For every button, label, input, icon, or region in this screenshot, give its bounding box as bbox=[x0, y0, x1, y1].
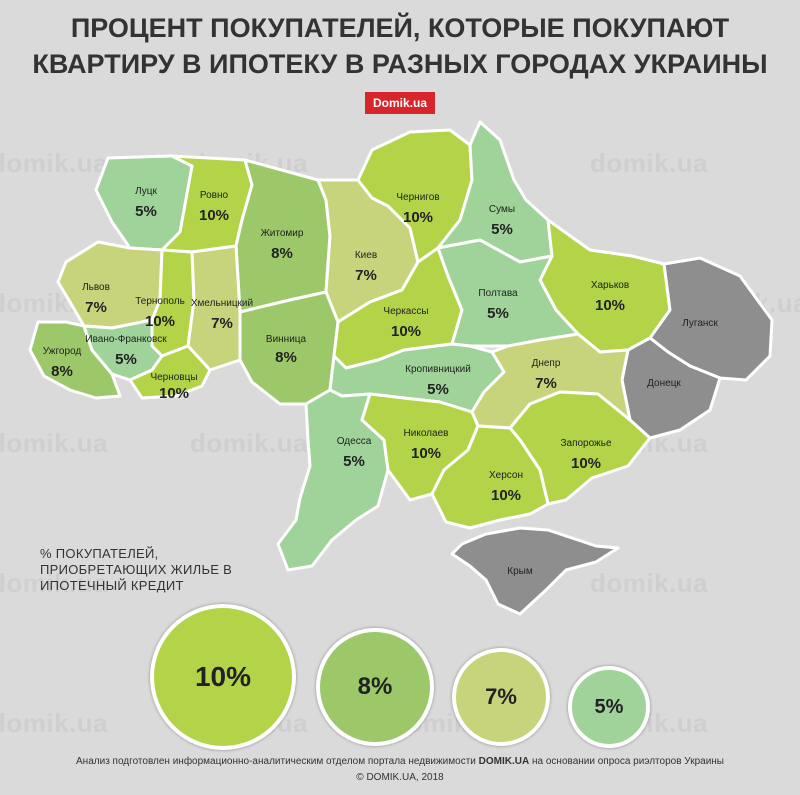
value-lvov: 7% bbox=[85, 299, 107, 316]
footer-pre: Анализ подготовлен информационно-аналити… bbox=[76, 756, 479, 767]
value-ternopol: 10% bbox=[145, 313, 175, 330]
value-odessa: 5% bbox=[343, 453, 365, 470]
region-kherson[interactable] bbox=[430, 424, 550, 530]
value-uzhgorod: 8% bbox=[51, 363, 73, 380]
value-sumy: 5% bbox=[491, 221, 513, 238]
footer-post: на основании опроса риэлторов Украины bbox=[529, 756, 724, 767]
label-vinnitsa: Винница bbox=[266, 334, 307, 345]
ukraine-map: Луцк 5% Ровно 10% Житомир 8% Киев 7% Чер… bbox=[28, 120, 774, 616]
value-kropivnitsky: 5% bbox=[427, 381, 449, 398]
region-uzhgorod[interactable] bbox=[28, 320, 122, 400]
value-chernovtsy: 10% bbox=[159, 385, 189, 402]
footer-brand: DOMIK.UA bbox=[478, 756, 530, 767]
label-zaporozhye: Запорожье bbox=[560, 438, 611, 449]
value-kharkov: 10% bbox=[595, 297, 625, 314]
legend-title: % ПОКУПАТЕЛЕЙ, ПРИОБРЕТАЮЩИХ ЖИЛЬЕ В ИПО… bbox=[40, 546, 233, 593]
value-vinnitsa: 8% bbox=[275, 349, 297, 366]
label-rovno: Ровно bbox=[200, 190, 229, 201]
label-chernovtsy: Черновцы bbox=[150, 372, 197, 383]
value-chernigov: 10% bbox=[403, 209, 433, 226]
legend-bubble-10: 10% bbox=[150, 604, 296, 750]
value-kiev: 7% bbox=[355, 267, 377, 284]
region-odessa[interactable] bbox=[276, 388, 390, 572]
legend-label: 5% bbox=[594, 695, 624, 718]
label-kropivnitsky: Кропивницкий bbox=[405, 364, 471, 375]
region-lugansk[interactable] bbox=[648, 256, 774, 382]
label-dnepr: Днепр bbox=[532, 358, 561, 369]
footer-copyright: © DOMIK.UA, 2018 bbox=[356, 772, 444, 783]
value-cherkassy: 10% bbox=[391, 323, 421, 340]
label-donetsk: Донецк bbox=[647, 378, 681, 389]
title-line-1: ПРОЦЕНТ ПОКУПАТЕЛЕЙ, КОТОРЫЕ ПОКУПАЮТ bbox=[70, 13, 730, 43]
label-krym: Крым bbox=[507, 566, 533, 577]
value-ivano: 5% bbox=[115, 351, 137, 368]
page-title: ПРОЦЕНТ ПОКУПАТЕЛЕЙ, КОТОРЫЕ ПОКУПАЮТ КВ… bbox=[0, 10, 800, 82]
label-lvov: Львов bbox=[82, 282, 110, 293]
region-krym[interactable] bbox=[450, 526, 620, 616]
label-zhitomir: Житомир bbox=[261, 228, 304, 239]
value-zaporozhye: 10% bbox=[571, 455, 601, 472]
value-poltava: 5% bbox=[487, 305, 509, 322]
brand-badge: Domik.ua bbox=[365, 92, 435, 114]
region-chernovtsy[interactable] bbox=[128, 344, 212, 400]
label-lutsk: Луцк bbox=[135, 186, 157, 197]
value-khmelnitsky: 7% bbox=[211, 315, 233, 332]
label-kherson: Херсон bbox=[489, 470, 523, 481]
value-kherson: 10% bbox=[491, 487, 521, 504]
legend-label: 10% bbox=[194, 661, 252, 692]
label-uzhgorod: Ужгород bbox=[43, 346, 82, 357]
label-cherkassy: Черкассы bbox=[383, 306, 428, 317]
label-odessa: Одесса bbox=[337, 436, 372, 447]
value-zhitomir: 8% bbox=[271, 245, 293, 262]
legend-bubble-7: 7% bbox=[452, 648, 550, 746]
label-poltava: Полтава bbox=[478, 288, 518, 299]
label-kharkov: Харьков bbox=[591, 280, 629, 291]
legend-label: 7% bbox=[485, 684, 517, 709]
label-chernigov: Чернигов bbox=[396, 192, 439, 203]
label-ivano: Ивано-Франковск bbox=[85, 334, 167, 345]
label-sumy: Сумы bbox=[489, 204, 515, 215]
value-nikolaev: 10% bbox=[411, 445, 441, 462]
legend-label: 8% bbox=[357, 673, 393, 700]
label-khmelnitsky: Хмельницкий bbox=[191, 298, 253, 309]
label-kiev: Киев bbox=[355, 250, 377, 261]
region-khmelnitsky[interactable] bbox=[186, 244, 242, 372]
legend-bubble-8: 8% bbox=[316, 628, 434, 746]
value-rovno: 10% bbox=[199, 207, 229, 224]
footer-note: Анализ подготовлен информационно-аналити… bbox=[0, 756, 800, 767]
value-dnepr: 7% bbox=[535, 375, 557, 392]
label-nikolaev: Николаев bbox=[404, 428, 449, 439]
legend-bubble-5: 5% bbox=[568, 666, 650, 748]
label-lugansk: Луганск bbox=[682, 318, 718, 329]
label-ternopol: Тернополь bbox=[135, 296, 185, 307]
title-line-2: КВАРТИРУ В ИПОТЕКУ В РАЗНЫХ ГОРОДАХ УКРА… bbox=[32, 49, 768, 79]
value-lutsk: 5% bbox=[135, 203, 157, 220]
region-vinnitsa[interactable] bbox=[238, 290, 340, 406]
watermark: domik.ua bbox=[0, 708, 109, 738]
